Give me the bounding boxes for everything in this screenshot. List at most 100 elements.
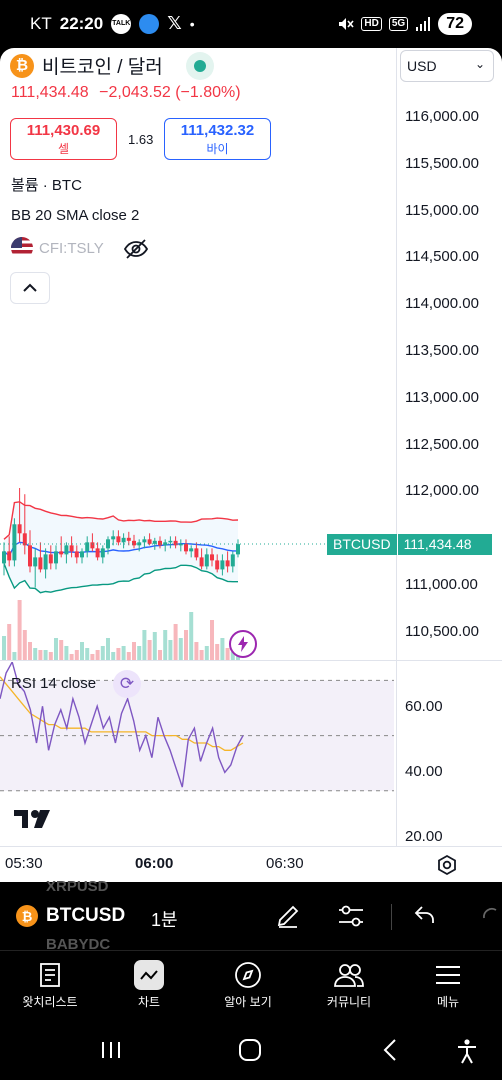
rsi-chart[interactable] — [0, 662, 396, 846]
volume-bar — [7, 624, 12, 660]
bollinger-lower-line — [3, 563, 238, 594]
price-tick: 110,500.00 — [405, 623, 479, 640]
sell-label: 셀 — [57, 142, 70, 156]
candle-body — [17, 524, 22, 534]
buy-label: 바이 — [206, 142, 229, 156]
currency-select[interactable]: USD ⌄ — [400, 50, 494, 82]
nav-label: 알아 보기 — [224, 995, 272, 1009]
volume-bar — [194, 642, 199, 660]
currency-value: USD — [407, 58, 437, 74]
refresh-icon[interactable]: ⟳ — [113, 670, 141, 698]
volume-bar — [17, 600, 22, 660]
symbol-search-button[interactable]: ₿ BTCUSD — [16, 905, 125, 927]
nav-watchlist[interactable]: 왓치리스트 — [5, 957, 95, 1010]
volume-bar — [230, 652, 235, 660]
candle-body — [43, 554, 48, 570]
volume-legend[interactable]: 볼륨 · BTC — [11, 177, 82, 194]
volume-bar — [59, 640, 64, 660]
volume-bar — [178, 638, 183, 660]
candle-body — [100, 548, 105, 558]
nav-chart[interactable]: 차트 — [104, 957, 194, 1010]
chart-panel[interactable]: USD ⌄ ₿ 비트코인 / 달러 111,434.48 −2,043.52 (… — [0, 48, 502, 882]
spread-value: 1.63 — [128, 132, 154, 147]
eye-hidden-icon[interactable] — [123, 238, 149, 260]
compare-symbol-legend[interactable]: CFI:TSLY — [11, 237, 104, 259]
volume-bar — [163, 630, 168, 660]
rsi-line — [0, 662, 244, 788]
price-tag-value: 111,434.48 — [396, 534, 492, 555]
candle-body — [215, 560, 220, 570]
compass-icon — [235, 962, 261, 988]
buy-price: 111,432.32 — [180, 122, 255, 139]
price-axis[interactable] — [396, 48, 502, 846]
chart-toolbar: XRPUSD BABYDC ₿ BTCUSD 1분 — [0, 878, 502, 953]
rsi-legend[interactable]: RSI 14 close — [11, 675, 97, 692]
system-navigation-bar — [0, 1024, 502, 1080]
ghost-symbol-above: XRPUSD — [46, 878, 109, 895]
nav-explore[interactable]: 알아 보기 — [203, 957, 293, 1010]
candle-body — [220, 560, 225, 570]
candle-body — [80, 551, 84, 558]
price-change: −2,043.52 (−1.80%) — [99, 84, 241, 101]
price-tick: 114,500.00 — [405, 248, 479, 265]
hamburger-menu-icon — [436, 966, 460, 984]
volume-bar — [210, 620, 214, 660]
volume-bar — [184, 630, 188, 660]
back-icon[interactable] — [380, 1038, 400, 1062]
candle-body — [225, 560, 230, 567]
volume-bar — [54, 638, 58, 660]
community-people-icon — [334, 964, 364, 987]
volume-bar — [121, 646, 126, 660]
volume-bar — [137, 646, 142, 660]
buy-button[interactable]: 111,432.32 바이 — [164, 118, 271, 160]
candle-body — [90, 542, 95, 549]
nav-menu[interactable]: 메뉴 — [403, 957, 493, 1010]
chart-icon — [134, 960, 164, 990]
volume-bar — [126, 652, 131, 660]
chart-settings-icon[interactable] — [436, 854, 458, 876]
interval-button[interactable]: 1분 — [151, 910, 178, 930]
candle-body — [74, 551, 79, 558]
candle-body — [204, 554, 209, 567]
sell-button[interactable]: 111,430.69 셀 — [10, 118, 117, 160]
home-icon[interactable] — [238, 1038, 262, 1062]
x-app-icon: 𝕏 — [167, 13, 182, 33]
indicators-sliders-icon[interactable] — [336, 902, 366, 930]
undo-icon[interactable] — [412, 902, 438, 928]
volume-bar — [189, 612, 194, 660]
price-tick: 115,500.00 — [405, 155, 479, 172]
candle-body — [189, 548, 194, 552]
candle-body — [163, 542, 168, 546]
symbol-header[interactable]: ₿ 비트코인 / 달러 — [10, 52, 163, 79]
signal-icon — [416, 17, 431, 31]
nav-label: 왓치리스트 — [22, 995, 78, 1009]
candle-body — [142, 539, 147, 543]
candlestick-chart[interactable] — [0, 488, 396, 660]
recent-apps-icon[interactable] — [100, 1038, 122, 1062]
hd-voice-icon: HD — [361, 17, 382, 31]
volume-bar — [220, 638, 225, 660]
accessibility-icon[interactable] — [455, 1038, 479, 1064]
volume-bar — [199, 650, 204, 660]
candle-body — [194, 548, 199, 558]
volume-bar — [74, 650, 79, 660]
drawing-tools-pencil-icon[interactable] — [274, 902, 302, 930]
bollinger-legend[interactable]: BB 20 SMA close 2 — [11, 207, 140, 224]
tradingview-logo-icon[interactable] — [14, 808, 54, 836]
pane-separator[interactable] — [0, 660, 502, 661]
volume-bar — [111, 652, 116, 660]
toolbar-divider — [391, 904, 392, 930]
price-tick: 113,500.00 — [405, 342, 479, 359]
candle-body — [33, 557, 38, 567]
candle-body — [137, 542, 142, 546]
market-open-status-icon[interactable] — [186, 52, 214, 80]
volume-bar — [225, 648, 230, 660]
nav-community[interactable]: 커뮤니티 — [304, 957, 394, 1010]
collapse-legend-button[interactable] — [10, 272, 50, 304]
price-tick: 115,000.00 — [405, 202, 479, 219]
symbol-name[interactable]: 비트코인 / 달러 — [42, 57, 163, 78]
bollinger-fill — [4, 501, 238, 593]
candle-body — [28, 545, 32, 567]
flash-alert-button[interactable] — [229, 630, 257, 658]
redo-icon[interactable] — [480, 902, 502, 928]
